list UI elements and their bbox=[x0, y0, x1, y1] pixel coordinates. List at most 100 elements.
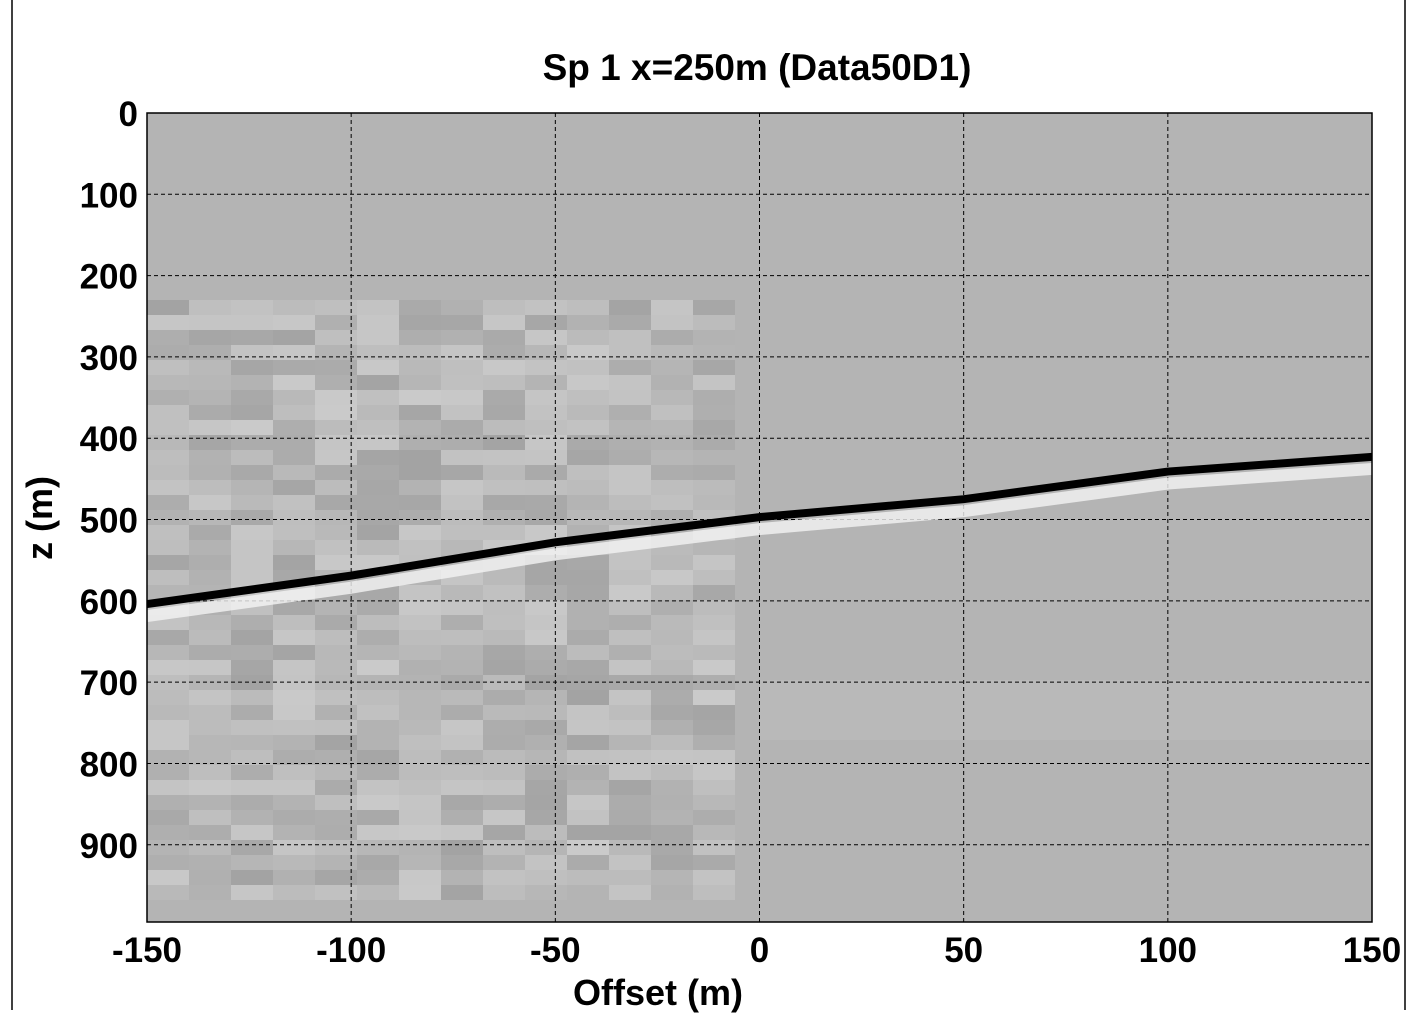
texture bbox=[609, 660, 651, 675]
texture bbox=[567, 375, 609, 390]
texture bbox=[189, 690, 231, 705]
texture bbox=[567, 300, 609, 315]
texture bbox=[189, 765, 231, 780]
texture bbox=[651, 330, 693, 345]
texture bbox=[273, 555, 315, 570]
texture bbox=[567, 720, 609, 735]
texture bbox=[147, 840, 189, 855]
texture bbox=[609, 510, 651, 525]
texture bbox=[609, 600, 651, 615]
texture bbox=[399, 360, 441, 375]
texture bbox=[147, 780, 189, 795]
texture bbox=[567, 630, 609, 645]
texture bbox=[525, 570, 567, 585]
texture bbox=[315, 360, 357, 375]
y-tick-label: 200 bbox=[80, 258, 138, 297]
texture bbox=[525, 495, 567, 510]
texture bbox=[441, 885, 483, 900]
texture bbox=[189, 750, 231, 765]
texture bbox=[441, 645, 483, 660]
texture bbox=[693, 645, 735, 660]
texture bbox=[189, 420, 231, 435]
texture bbox=[399, 765, 441, 780]
texture bbox=[189, 570, 231, 585]
texture bbox=[315, 465, 357, 480]
texture bbox=[357, 540, 399, 555]
texture bbox=[357, 360, 399, 375]
texture bbox=[357, 765, 399, 780]
texture bbox=[567, 495, 609, 510]
texture bbox=[273, 870, 315, 885]
texture bbox=[567, 885, 609, 900]
texture bbox=[609, 480, 651, 495]
texture bbox=[315, 600, 357, 615]
texture bbox=[567, 840, 609, 855]
texture bbox=[231, 525, 273, 540]
texture bbox=[315, 480, 357, 495]
texture bbox=[693, 315, 735, 330]
texture bbox=[357, 690, 399, 705]
texture bbox=[651, 840, 693, 855]
texture bbox=[231, 540, 273, 555]
texture bbox=[231, 360, 273, 375]
texture bbox=[441, 345, 483, 360]
texture bbox=[483, 405, 525, 420]
texture bbox=[357, 405, 399, 420]
texture bbox=[273, 330, 315, 345]
texture bbox=[147, 825, 189, 840]
texture bbox=[315, 855, 357, 870]
texture bbox=[273, 720, 315, 735]
texture bbox=[651, 870, 693, 885]
texture bbox=[651, 420, 693, 435]
texture bbox=[273, 780, 315, 795]
y-axis-label: z (m) bbox=[19, 476, 60, 560]
texture bbox=[273, 480, 315, 495]
texture bbox=[525, 885, 567, 900]
texture bbox=[273, 810, 315, 825]
texture bbox=[567, 585, 609, 600]
texture bbox=[693, 855, 735, 870]
texture bbox=[189, 465, 231, 480]
texture bbox=[357, 750, 399, 765]
texture bbox=[609, 885, 651, 900]
texture bbox=[609, 390, 651, 405]
texture bbox=[231, 510, 273, 525]
texture bbox=[231, 465, 273, 480]
texture bbox=[441, 705, 483, 720]
texture bbox=[231, 345, 273, 360]
texture bbox=[273, 825, 315, 840]
texture bbox=[147, 765, 189, 780]
texture bbox=[273, 300, 315, 315]
texture bbox=[147, 540, 189, 555]
texture bbox=[231, 615, 273, 630]
texture bbox=[147, 870, 189, 885]
texture bbox=[189, 825, 231, 840]
texture bbox=[189, 390, 231, 405]
texture bbox=[399, 300, 441, 315]
texture bbox=[441, 450, 483, 465]
texture bbox=[693, 375, 735, 390]
texture bbox=[693, 735, 735, 750]
y-tick-label: 100 bbox=[80, 176, 138, 215]
texture bbox=[441, 315, 483, 330]
texture bbox=[567, 780, 609, 795]
texture bbox=[525, 435, 567, 450]
texture bbox=[273, 345, 315, 360]
texture bbox=[693, 810, 735, 825]
texture bbox=[273, 600, 315, 615]
texture bbox=[693, 720, 735, 735]
texture bbox=[315, 390, 357, 405]
texture bbox=[231, 855, 273, 870]
texture bbox=[315, 765, 357, 780]
texture bbox=[399, 495, 441, 510]
texture bbox=[441, 330, 483, 345]
texture bbox=[357, 450, 399, 465]
texture bbox=[231, 750, 273, 765]
texture bbox=[651, 390, 693, 405]
texture bbox=[357, 600, 399, 615]
texture bbox=[399, 780, 441, 795]
texture bbox=[525, 300, 567, 315]
texture bbox=[189, 525, 231, 540]
texture bbox=[231, 420, 273, 435]
texture bbox=[483, 525, 525, 540]
